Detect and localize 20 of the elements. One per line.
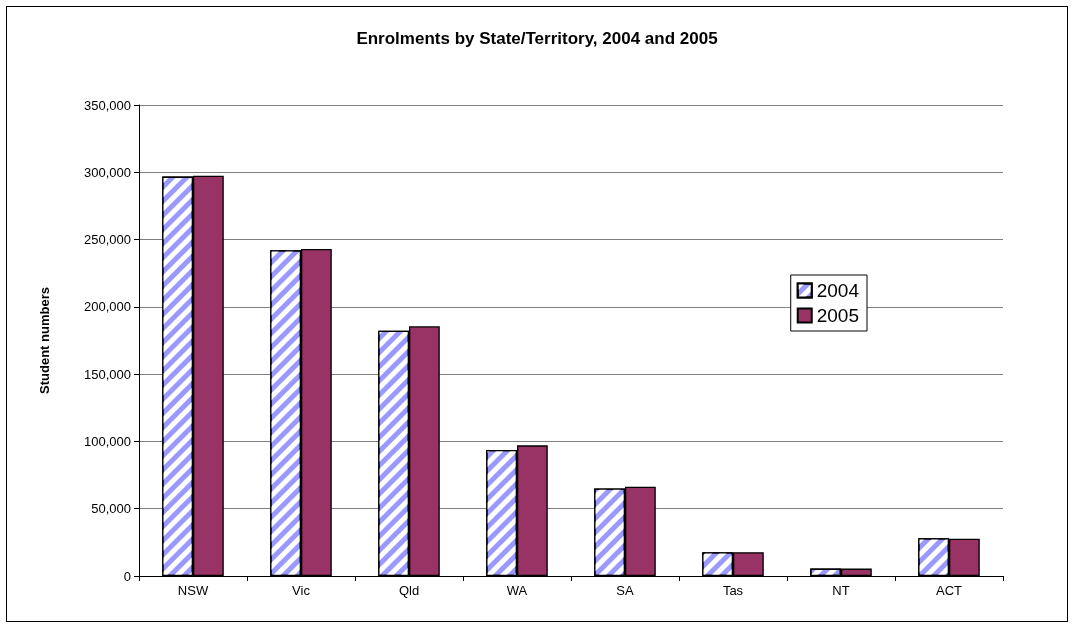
x-tick-label: WA bbox=[506, 583, 528, 598]
x-tick-label: Tas bbox=[722, 583, 744, 598]
y-tick-label: 250,000 bbox=[84, 232, 131, 248]
y-tick-label: 350,000 bbox=[84, 97, 131, 113]
y-tick-label: 150,000 bbox=[84, 366, 131, 382]
y-axis-title: Student numbers bbox=[37, 287, 52, 394]
x-tick-label: SA bbox=[616, 583, 634, 598]
x-tick-label: Vic bbox=[292, 583, 311, 598]
y-tick-label: 0 bbox=[123, 568, 131, 584]
chart-title: Enrolments by State/Territory, 2004 and 2005 bbox=[356, 29, 718, 48]
x-tick-label: ACT bbox=[936, 583, 963, 598]
legend-label: 2005 bbox=[816, 305, 860, 326]
y-tick-label: 200,000 bbox=[84, 299, 131, 315]
y-tick-label: 50,000 bbox=[91, 501, 131, 517]
x-tick-label: NSW bbox=[177, 583, 209, 598]
y-tick-label: 300,000 bbox=[84, 164, 131, 180]
legend-label: 2004 bbox=[816, 280, 860, 301]
y-tick-label: 100,000 bbox=[84, 433, 131, 449]
x-tick-label: Qld bbox=[398, 583, 420, 598]
x-tick-label: NT bbox=[832, 583, 850, 598]
